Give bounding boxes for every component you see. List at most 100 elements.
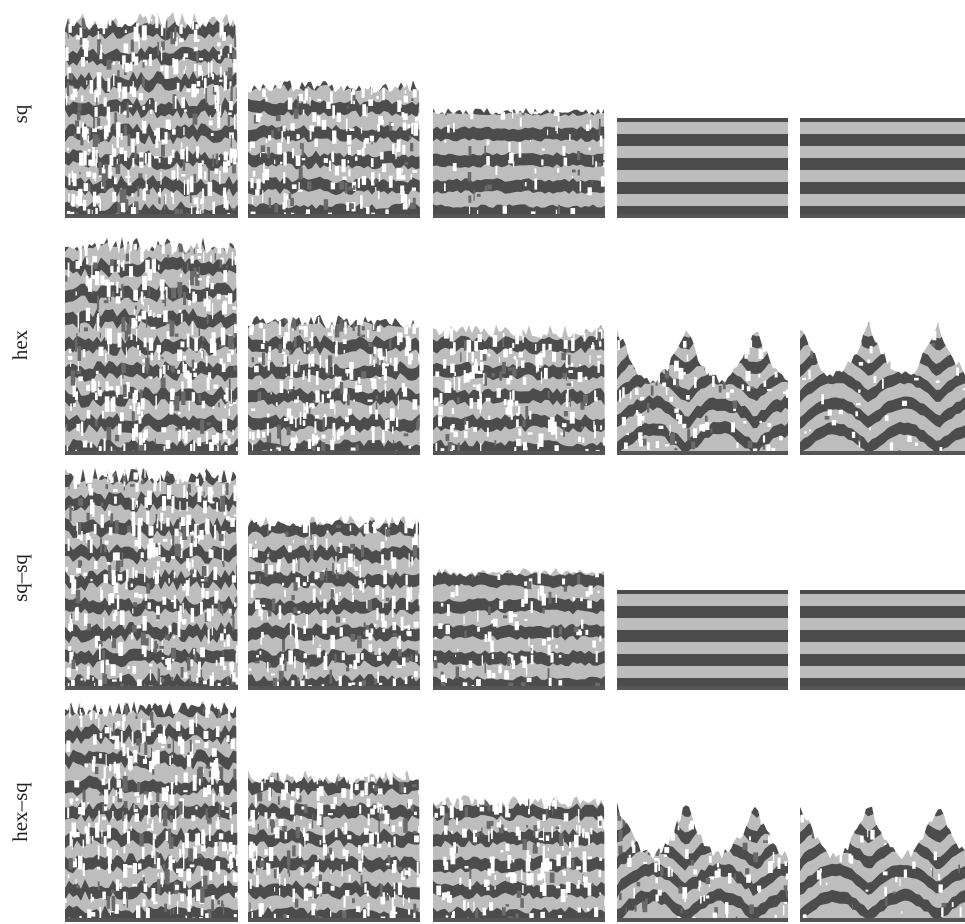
speckle (758, 886, 761, 893)
speckle (399, 782, 404, 793)
speckle (184, 180, 185, 195)
speckle (578, 170, 580, 176)
speckle (487, 821, 491, 829)
speckle (618, 811, 622, 821)
speckle (172, 58, 174, 67)
speckle (236, 737, 241, 739)
speckle (207, 314, 209, 324)
speckle (91, 912, 95, 917)
speckle (566, 362, 569, 368)
speckle (168, 578, 169, 583)
speckle (142, 120, 143, 130)
speckle (542, 883, 546, 896)
speckle (79, 424, 80, 433)
speckle (231, 739, 235, 749)
speckle (126, 176, 131, 178)
speckle (315, 909, 317, 919)
speckle (162, 597, 166, 605)
speckle (307, 182, 311, 190)
speckle (132, 498, 135, 510)
speckle (519, 352, 523, 358)
speckle (92, 677, 94, 681)
speckle (127, 865, 132, 868)
speckle (270, 906, 271, 909)
speckle (291, 438, 295, 452)
speckle (622, 417, 626, 426)
speckle (150, 670, 151, 681)
speckle (222, 608, 223, 616)
speckle (209, 549, 214, 557)
speckle (728, 873, 732, 884)
stripe (800, 786, 965, 817)
speckle (230, 44, 232, 53)
speckle (394, 883, 396, 890)
speckle (674, 409, 679, 413)
speckle (72, 660, 76, 669)
speckle (664, 847, 669, 853)
speckle (95, 392, 98, 400)
speckle (329, 161, 331, 172)
stripe (800, 292, 965, 324)
pattern-panel (617, 732, 789, 924)
speckle (594, 907, 598, 917)
speckle (316, 371, 319, 385)
speckle (71, 613, 72, 619)
speckle (599, 341, 601, 346)
speckle (222, 842, 226, 851)
speckle (702, 813, 706, 816)
speckle (380, 152, 383, 159)
speckle (563, 426, 565, 437)
speckle (748, 340, 752, 347)
speckle (330, 869, 331, 873)
speckle (182, 842, 184, 855)
speckle (87, 540, 90, 550)
speckle (383, 807, 384, 815)
speckle (453, 123, 455, 132)
speckle (189, 720, 194, 735)
speckle (902, 401, 907, 406)
speckle (73, 829, 76, 832)
speckle (351, 92, 353, 104)
speckle (649, 813, 653, 821)
speckle (188, 848, 193, 861)
speckle (255, 799, 257, 808)
speckle (381, 614, 385, 622)
speckle (118, 424, 122, 435)
speckle (208, 182, 213, 196)
speckle (103, 19, 105, 34)
speckle (87, 469, 89, 475)
speckle (206, 277, 209, 287)
speckle (718, 869, 721, 878)
speckle (287, 136, 290, 143)
speckle (399, 821, 403, 826)
speckle (658, 860, 660, 871)
speckle (229, 609, 232, 614)
speckle (353, 185, 356, 189)
speckle (252, 197, 253, 204)
speckle (219, 833, 223, 839)
speckle (548, 668, 550, 679)
speckle (485, 634, 488, 642)
speckle (597, 163, 601, 167)
speckle (604, 899, 608, 906)
speckle (97, 296, 99, 311)
speckle (763, 840, 768, 843)
speckle (236, 855, 239, 867)
speckle (583, 875, 584, 882)
speckle (470, 111, 473, 120)
speckle (172, 245, 174, 255)
speckle (411, 557, 413, 566)
speckle (379, 683, 382, 685)
speckle (355, 567, 359, 571)
speckle (749, 836, 751, 840)
speckle (267, 869, 269, 875)
speckle (409, 199, 411, 204)
speckle (278, 796, 280, 805)
speckle (936, 380, 940, 383)
speckle (337, 113, 341, 122)
speckle (151, 701, 153, 709)
speckle (123, 892, 126, 905)
speckle (468, 196, 471, 203)
speckle (350, 544, 355, 549)
speckle (226, 735, 229, 742)
